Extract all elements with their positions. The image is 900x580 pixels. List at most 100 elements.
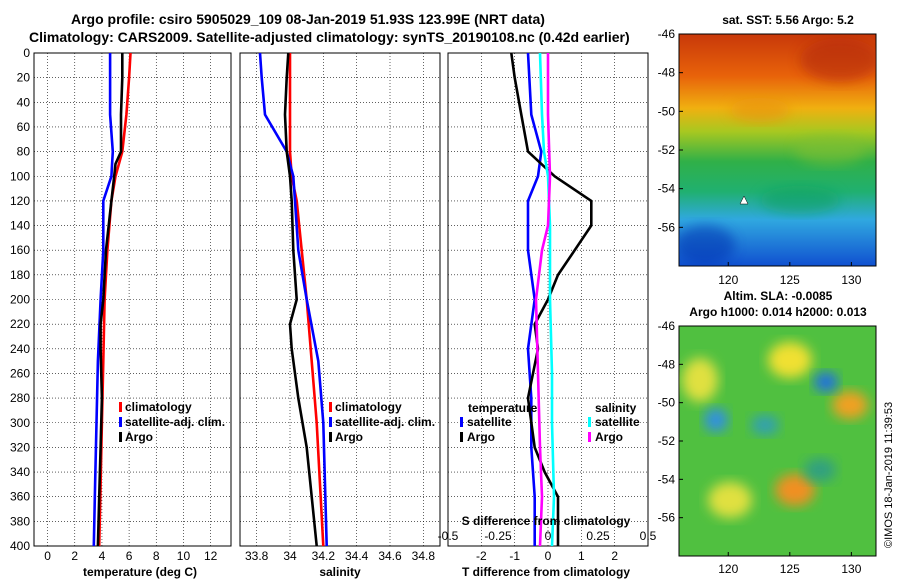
difference-tick-labels: -2 -1 0 1 2 — [476, 549, 618, 563]
imos-watermark: ©IMOS 18-Jan-2019 11:39:53 — [883, 402, 895, 548]
series-line-salinity-satellite — [538, 52, 556, 547]
difference-xlabel: T difference from climatology — [462, 565, 630, 579]
series-line-temperature-argo — [510, 52, 593, 546]
legend-label-satellite: satellite-adj. clim. — [335, 415, 435, 429]
sla-high-patch — [708, 482, 752, 518]
figure-title-line2: Climatology: CARS2009. Satellite-adjuste… — [29, 29, 630, 45]
series-line-satellite-adj-clim- — [92, 53, 115, 547]
depth-tick-label: 400 — [10, 539, 30, 553]
salinity-difference-tick-label: 0 — [545, 529, 552, 543]
depth-tick-label: 40 — [17, 95, 31, 109]
lat-tick-label: -50 — [658, 396, 676, 410]
sla-low-patch — [814, 372, 838, 392]
salinity-legend: climatology satellite-adj. clim. Argo — [329, 400, 435, 444]
depth-tick-label: 120 — [10, 194, 30, 208]
x-tick-label: 2 — [71, 549, 78, 563]
legend-swatch-argo — [119, 432, 122, 442]
lon-tick-label: 125 — [780, 273, 800, 287]
temperature-legend: climatology satellite-adj. clim. Argo — [119, 400, 225, 444]
lat-tick-label: -56 — [658, 511, 676, 525]
sla-high-patch — [682, 358, 718, 402]
depth-tick-label: 60 — [17, 120, 31, 134]
temperature-xlabel: temperature (deg C) — [83, 565, 197, 579]
legend-label-argo: Argo — [125, 430, 153, 444]
legend-label-satellite: satellite-adj. clim. — [125, 415, 225, 429]
legend-swatch-temp-argo — [460, 432, 463, 442]
temperature-plot-frame — [33, 52, 232, 547]
difference-series-lines — [510, 52, 593, 547]
salinity-difference-tick-label: -0.5 — [438, 529, 459, 543]
sst-map-lon-ticks: 120 125 130 — [718, 262, 862, 287]
lat-tick-label: -52 — [658, 434, 676, 448]
lon-tick-label: 120 — [718, 562, 738, 576]
salinity-difference-xlabel: S difference from climatology — [462, 514, 631, 528]
x-tick-label: 0 — [44, 549, 51, 563]
x-tick-label: 6 — [126, 549, 133, 563]
x-tick-label: 1 — [578, 549, 585, 563]
x-tick-label: 34 — [283, 549, 297, 563]
salinity-difference-tick-label: 0.5 — [640, 529, 657, 543]
depth-tick-label: 280 — [10, 391, 30, 405]
legend-label-argo: Argo — [335, 430, 363, 444]
difference-panel: -2 -1 0 1 2 -0.5 -0.25 0 0.25 0.5 T difference f… — [438, 52, 657, 579]
salinity-grid — [240, 52, 440, 547]
x-tick-label: 0 — [545, 549, 552, 563]
sla-map-lon-ticks: 120 125 130 — [718, 552, 862, 576]
lat-tick-label: -54 — [658, 472, 676, 486]
sla-map-lat-ticks: -46 -48 -50 -52 -54 -56 — [658, 319, 683, 525]
lat-tick-label: -52 — [658, 143, 676, 157]
legend-label-climatology: climatology — [335, 400, 402, 414]
legend-swatch-climatology — [119, 402, 122, 412]
x-tick-label: -2 — [476, 549, 487, 563]
x-tick-label: 8 — [153, 549, 160, 563]
salinity-xlabel: salinity — [319, 565, 361, 579]
sst-green-patch — [795, 135, 865, 165]
x-tick-label: 2 — [611, 549, 618, 563]
sla-high-patch — [832, 391, 868, 419]
sla-map-subtitle: Argo h1000: 0.014 h2000: 0.013 — [689, 305, 867, 319]
temperature-panel: 0204060801001201401601802002202402602803… — [10, 46, 232, 579]
legend-label-temp-satellite: satellite — [467, 415, 512, 429]
sst-map-texture — [679, 38, 876, 265]
x-tick-label: 12 — [204, 549, 218, 563]
depth-tick-label: 20 — [17, 71, 31, 85]
series-line-climatology — [288, 53, 325, 547]
sst-map-lat-ticks: -46 -48 -50 -52 -54 -56 — [658, 27, 683, 234]
depth-tick-label: 260 — [10, 366, 30, 380]
depth-tick-label: 340 — [10, 465, 30, 479]
sst-map-panel: sat. SST: 5.56 Argo: 5.2 -46 -48 -50 -52 -54… — [658, 13, 877, 287]
depth-tick-label: 0 — [23, 46, 30, 60]
sla-high-patch — [768, 342, 812, 378]
sla-low-patch — [804, 458, 836, 482]
depth-tick-label: 200 — [10, 293, 30, 307]
sst-warm-patch — [800, 38, 876, 82]
depth-tick-label: 160 — [10, 243, 30, 257]
lon-tick-label: 130 — [841, 562, 861, 576]
lat-tick-label: -50 — [658, 104, 676, 118]
depth-tick-labels: 0 20 40 60 80 100 120 140 160 180 200 220 240 260 280 3… — [10, 46, 30, 553]
legend-swatch-satellite — [119, 417, 122, 427]
sla-high-patch — [775, 474, 815, 506]
x-tick-label: 34.8 — [412, 549, 436, 563]
depth-tick-label: 320 — [10, 440, 30, 454]
series-line-argo — [283, 52, 318, 547]
lat-tick-label: -46 — [658, 27, 676, 41]
lon-tick-label: 130 — [841, 273, 861, 287]
argo-position-marker — [739, 195, 749, 205]
legend-label-climatology: climatology — [125, 400, 192, 414]
legend-swatch-argo — [329, 432, 332, 442]
temperature-grid — [34, 52, 231, 547]
x-tick-label: 10 — [177, 549, 191, 563]
temperature-series-lines — [92, 52, 132, 547]
sla-map-texture — [682, 342, 868, 518]
depth-tick-label: 300 — [10, 416, 30, 430]
legend-swatch-climatology — [329, 402, 332, 412]
salinity-difference-tick-label: 0.25 — [586, 529, 610, 543]
legend-swatch-satellite — [329, 417, 332, 427]
series-line-temperature-satellite — [526, 52, 543, 546]
depth-tick-label: 180 — [10, 268, 30, 282]
sla-low-patch — [751, 415, 779, 435]
sla-low-patch — [704, 408, 728, 432]
sst-green-patch — [760, 186, 840, 214]
legend-label-temp-argo: Argo — [467, 430, 495, 444]
